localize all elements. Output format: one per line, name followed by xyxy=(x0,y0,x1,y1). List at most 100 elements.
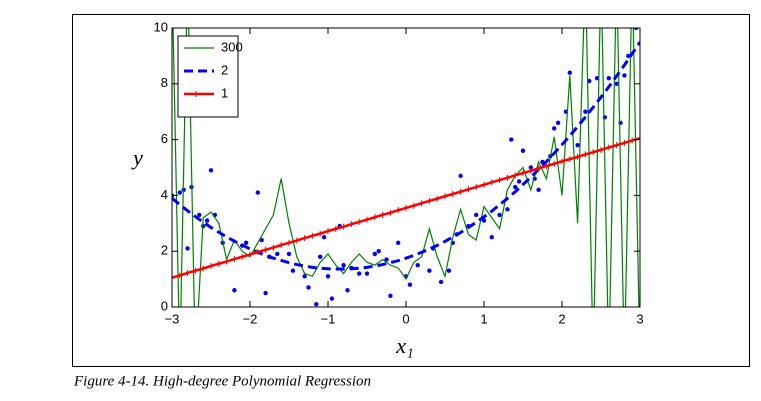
line-marker xyxy=(309,232,316,239)
line-marker xyxy=(239,253,246,260)
scatter-point xyxy=(177,190,182,195)
scatter-point xyxy=(528,165,533,170)
line-marker xyxy=(535,165,542,172)
x-tick-label: 0 xyxy=(402,311,409,326)
line-marker xyxy=(278,242,285,249)
line-marker xyxy=(325,228,331,235)
scatter-point xyxy=(286,251,292,257)
line-marker xyxy=(481,181,487,188)
scatter-point xyxy=(633,28,639,31)
scatter-point xyxy=(290,268,296,273)
scatter-point xyxy=(325,274,331,279)
line-marker xyxy=(543,163,550,170)
line-marker xyxy=(496,177,503,184)
scatter-point xyxy=(372,251,377,257)
line-marker xyxy=(590,149,597,156)
y-tick-label: 10 xyxy=(154,19,168,34)
figure-frame xyxy=(72,14,750,367)
line-marker xyxy=(184,269,191,276)
y-tick-label: 6 xyxy=(161,131,168,146)
legend-label: 1 xyxy=(221,85,228,100)
scatter-point xyxy=(263,290,268,296)
scatter-point xyxy=(321,235,327,240)
line-marker xyxy=(301,235,308,242)
scatter-point xyxy=(197,212,202,218)
line-marker xyxy=(262,246,269,253)
line-marker xyxy=(364,216,370,223)
scatter-point xyxy=(513,184,518,190)
x-axis-label: x₁ xyxy=(395,333,413,358)
x-tick-label: 3 xyxy=(636,311,643,326)
line-marker xyxy=(356,218,363,225)
line-marker xyxy=(332,225,339,232)
x-tick-label: −2 xyxy=(243,311,258,326)
line-marker xyxy=(527,167,534,174)
scatter-point xyxy=(626,53,631,59)
scatter-point xyxy=(567,70,572,75)
line-marker xyxy=(418,200,425,207)
scatter-point xyxy=(388,293,393,299)
ticks: −3 −2 −1 0 1 2 3 0 2 4 6 8 10 xyxy=(154,19,644,326)
scatter-point xyxy=(618,120,623,126)
line-marker xyxy=(172,274,175,281)
line-marker xyxy=(473,184,480,191)
line-marker xyxy=(621,139,628,146)
axes-frame xyxy=(171,27,641,308)
scatter-point xyxy=(364,271,370,276)
scatter-point xyxy=(185,246,190,251)
line-marker xyxy=(208,262,214,269)
series-line xyxy=(172,41,640,271)
scatter-point xyxy=(536,187,541,193)
scatter-point xyxy=(208,168,214,173)
scatter-point xyxy=(614,81,619,87)
x-tick-label: −3 xyxy=(165,311,180,326)
scatter-point xyxy=(509,137,514,142)
line-marker xyxy=(387,209,394,216)
scatter-point xyxy=(255,190,260,195)
line-marker xyxy=(176,272,183,279)
y-tick-label: 0 xyxy=(161,298,168,313)
line-marker xyxy=(270,244,277,251)
scatter-point xyxy=(341,262,346,268)
x-tick-label: 1 xyxy=(480,311,487,326)
scatter-point xyxy=(318,254,323,259)
line-marker xyxy=(613,142,620,149)
line-marker xyxy=(426,197,433,204)
line-marker xyxy=(348,221,355,228)
legend-label: 300 xyxy=(221,39,243,54)
scatter-point xyxy=(396,240,401,246)
scatter-point xyxy=(446,268,452,273)
legend-marker xyxy=(193,91,199,97)
scatter-point xyxy=(438,279,444,285)
legend-box xyxy=(177,35,239,118)
line-marker xyxy=(449,191,456,198)
line-marker xyxy=(488,179,495,186)
plot-area xyxy=(172,28,640,307)
line-marker xyxy=(637,135,640,142)
scatter-point xyxy=(357,271,362,276)
scatter-point xyxy=(384,257,389,262)
scatter-point xyxy=(458,173,463,179)
line-marker xyxy=(379,211,386,218)
line-marker xyxy=(566,156,573,163)
scatter-point xyxy=(415,262,420,268)
line-marker xyxy=(223,258,230,265)
line-marker xyxy=(286,239,292,246)
scatter-point xyxy=(552,126,557,131)
scatter-point xyxy=(583,109,588,114)
scatter-point xyxy=(575,142,580,148)
line-marker xyxy=(559,158,565,165)
scatter-point xyxy=(243,240,249,246)
scatter-point xyxy=(306,285,311,290)
line-marker xyxy=(520,170,526,177)
line-marker xyxy=(215,260,222,267)
line-marker xyxy=(465,186,472,193)
scatter-point xyxy=(516,179,522,184)
scatter-point xyxy=(427,268,432,273)
y-axis-label: y xyxy=(131,145,143,170)
x-tick-label: −1 xyxy=(321,311,336,326)
scatter-point xyxy=(555,120,561,126)
scatter-point xyxy=(345,288,350,293)
